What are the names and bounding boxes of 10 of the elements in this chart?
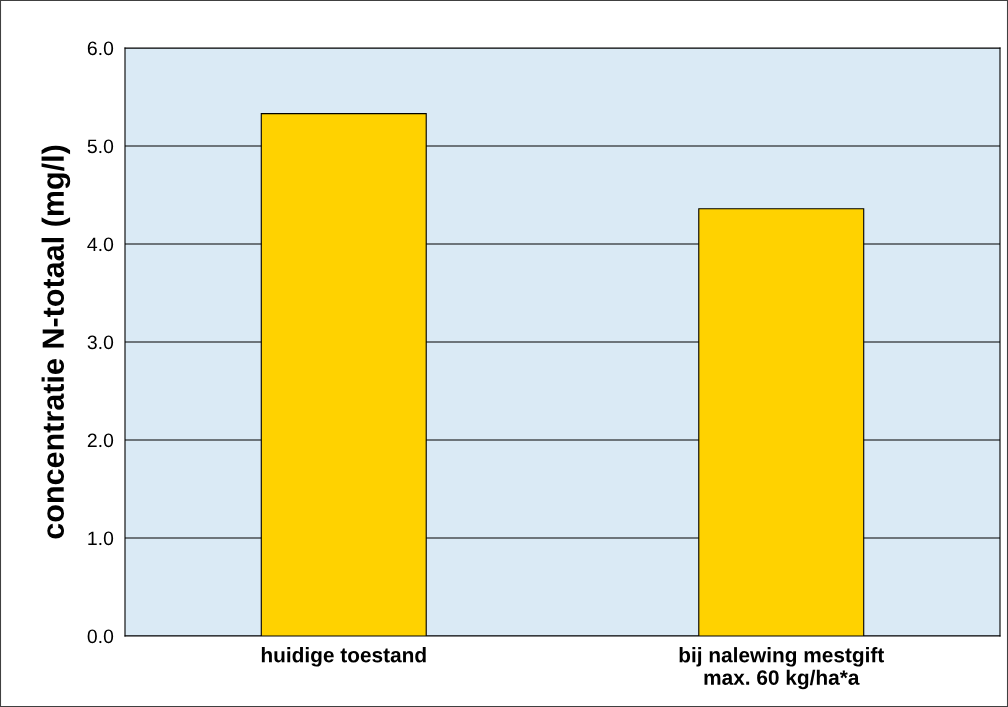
- x-tick-label: bij nalewing mestgift max. 60 kg/ha*a: [679, 647, 885, 690]
- x-tick-label: huidige toestand: [261, 647, 426, 667]
- y-tick-label: 3.0: [87, 335, 114, 350]
- y-tick-label: 0.0: [87, 629, 114, 644]
- y-tick-label: 5.0: [87, 139, 114, 154]
- y-axis-title: concentratie N-totaal (mg/l): [41, 145, 71, 539]
- y-tick-label: 6.0: [87, 41, 114, 56]
- y-tick-label: 4.0: [87, 237, 114, 252]
- y-tick-label: 1.0: [88, 531, 114, 546]
- y-tick-label: 2.0: [87, 433, 114, 448]
